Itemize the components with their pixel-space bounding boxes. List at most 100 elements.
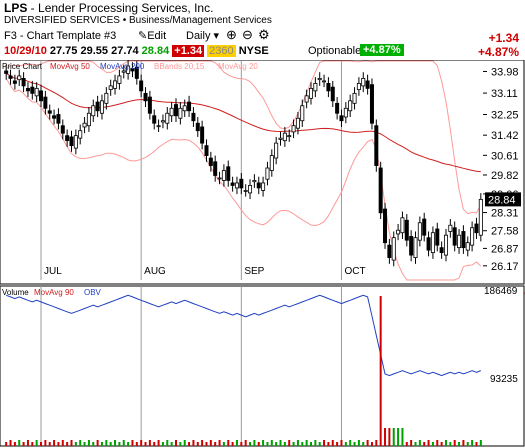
candle-body — [191, 112, 196, 122]
volume-bar — [192, 440, 195, 446]
volume-bar — [240, 442, 243, 446]
volume-bar — [188, 442, 191, 446]
volume-bar — [440, 442, 443, 446]
candle-body — [226, 166, 231, 181]
candle-body — [404, 219, 409, 241]
y-tick-label: 27.58 — [491, 226, 519, 238]
candle-body — [478, 198, 483, 236]
volume-bar — [40, 442, 43, 446]
candle-body — [470, 227, 475, 246]
candle-body — [8, 75, 13, 79]
volume-bar — [179, 442, 182, 446]
y-tick-label: 28.31 — [491, 208, 519, 220]
volume-bar — [5, 442, 8, 446]
candle-body — [356, 82, 361, 91]
y-tick-label: 30.61 — [491, 150, 519, 162]
volume-bar — [249, 442, 252, 446]
volume-bar — [127, 442, 130, 446]
candle-body — [169, 107, 174, 117]
candle-body — [256, 182, 261, 189]
volume-bar — [244, 440, 247, 446]
volume-bar — [362, 442, 365, 446]
legend-entry: BBands 20,15 — [154, 62, 205, 71]
candle-body — [439, 247, 444, 254]
candle-body — [365, 80, 370, 89]
candle-body — [252, 180, 257, 183]
candle-body — [448, 224, 453, 232]
volume-bar — [144, 442, 147, 446]
candle-body — [152, 115, 157, 124]
chart-header: LPS - Lender Processing Services, Inc. D… — [0, 0, 525, 60]
volume-panel-frame — [0, 285, 525, 447]
candle-body — [230, 182, 235, 186]
volume-bar — [44, 440, 47, 446]
volume-bar — [96, 440, 99, 446]
volume-bar — [87, 440, 90, 446]
volume-bar — [22, 442, 25, 446]
edit-button[interactable]: ✎Edit — [138, 30, 167, 42]
y-tick-label: 26.17 — [491, 261, 519, 273]
candle-body — [322, 80, 327, 83]
volume-bar — [257, 442, 260, 446]
volume-bar — [196, 442, 199, 446]
volume-bar — [92, 442, 95, 446]
volume-bar — [466, 442, 469, 446]
y-tick-label: 33.11 — [491, 88, 518, 100]
volume-bar — [410, 440, 413, 446]
candle-body — [435, 228, 440, 246]
volume-bar — [370, 442, 373, 446]
candle-body — [295, 117, 300, 129]
candle-body — [195, 122, 200, 132]
zoom-in-icon[interactable]: ⊕ — [226, 27, 237, 42]
candle-body — [348, 100, 353, 112]
candle-body — [308, 87, 313, 99]
volume-bar — [227, 440, 230, 446]
candle-body — [443, 234, 448, 256]
volume-bar — [26, 440, 29, 446]
candle-body — [86, 112, 91, 127]
volume-bar — [266, 442, 269, 446]
volume-bar — [449, 442, 452, 446]
candle-body — [400, 217, 405, 234]
volume-bar — [283, 442, 286, 446]
candle-body — [330, 86, 335, 102]
volume-bar — [183, 440, 186, 446]
volume-bar — [427, 440, 430, 446]
candle-body — [369, 84, 374, 124]
candle-body — [248, 185, 253, 194]
volume-bar — [201, 440, 204, 446]
volume-bar — [100, 442, 103, 446]
volume-bar — [74, 442, 77, 446]
volume-bar — [414, 442, 417, 446]
volume-bar — [423, 442, 426, 446]
volume-bar — [70, 440, 73, 446]
volume-bar — [344, 442, 347, 446]
settings-icon[interactable]: ⚙ — [258, 27, 270, 42]
volume-bar — [366, 440, 369, 446]
volume-bar — [105, 440, 108, 446]
candle-body — [274, 142, 279, 159]
candle-body — [217, 177, 222, 180]
volume-bar — [349, 440, 352, 446]
candle-body — [73, 135, 78, 149]
volume-bar — [83, 442, 86, 446]
optionable-pct: +4.87% — [360, 44, 404, 56]
period-dropdown[interactable]: Daily ▾ — [186, 30, 220, 42]
candle-body — [430, 232, 435, 254]
candle-body — [391, 237, 396, 261]
volume-bar — [31, 442, 34, 446]
candle-body — [91, 105, 96, 117]
price-legend: Price Chart MovAvg 50 MovAvg 200 BBands 20,… — [2, 62, 258, 71]
candle-body — [39, 90, 44, 102]
candle-body — [113, 80, 118, 89]
volume-panel: Volume MovAvg 90 OBV 186469 93235 — [0, 285, 525, 447]
volume-bar — [475, 442, 478, 446]
candle-body — [426, 237, 431, 251]
volume-bar — [384, 428, 387, 446]
candle-body — [204, 145, 209, 156]
candle-body — [291, 125, 296, 133]
volume-bar — [48, 442, 51, 446]
template-selector[interactable]: F3 - Chart Template #3 — [4, 30, 117, 42]
candle-body — [465, 242, 470, 251]
zoom-out-icon[interactable]: ⊖ — [242, 27, 253, 42]
